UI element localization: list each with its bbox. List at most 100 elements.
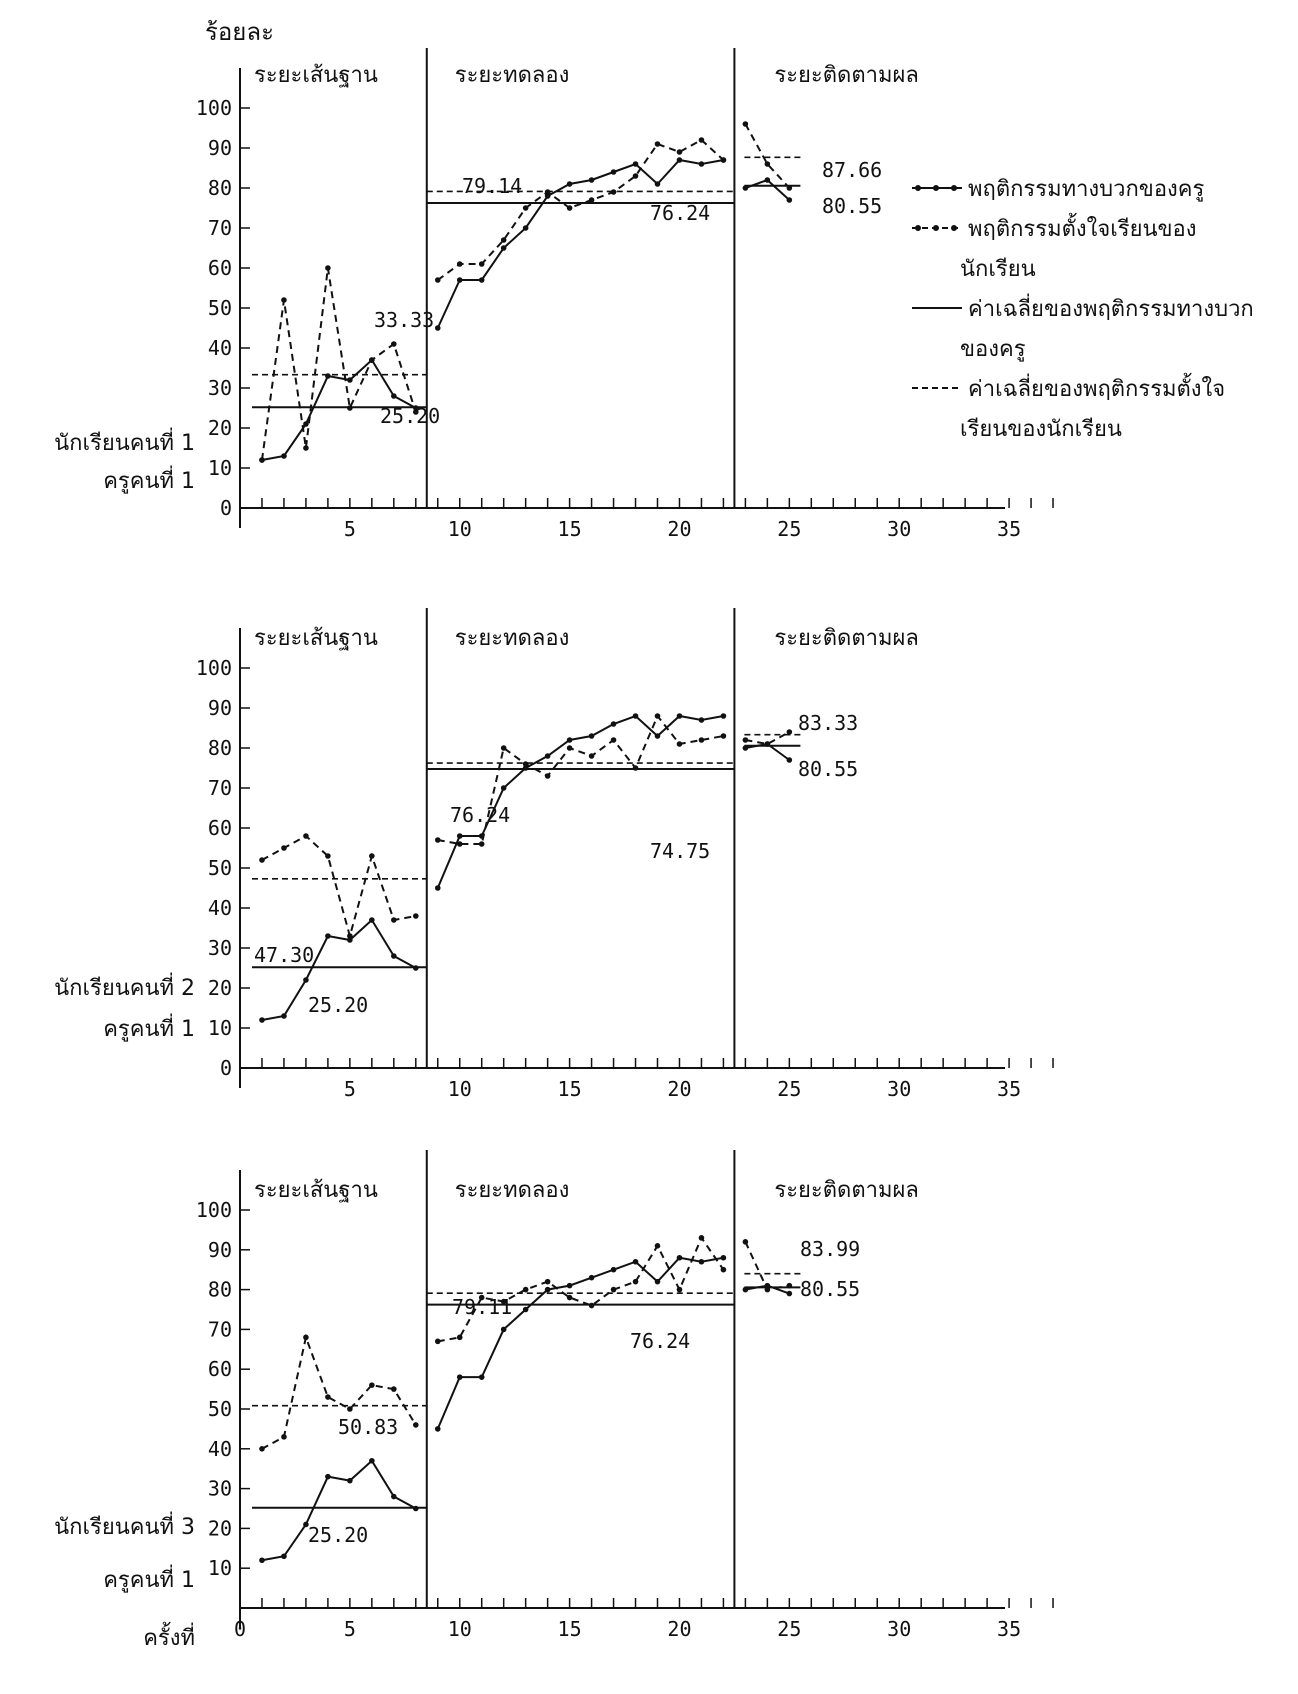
data-point-student: [369, 357, 375, 363]
data-point-student: [391, 341, 397, 347]
data-point-student: [347, 1406, 353, 1412]
phase-label: ระยะติดตามผล: [774, 1178, 918, 1203]
legend-marker: [915, 185, 921, 191]
data-point-teacher: [566, 181, 573, 187]
y-tick-label: 90: [208, 1238, 232, 1262]
data-point-teacher: [303, 421, 309, 427]
data-point-teacher: [281, 453, 287, 459]
data-point-teacher: [676, 157, 683, 163]
x-tick-label: 30: [887, 1077, 911, 1101]
x-tick-label: 25: [777, 517, 801, 541]
data-point-student: [654, 141, 661, 147]
x-tick-label: 0: [234, 1617, 246, 1641]
data-point-teacher: [698, 161, 705, 167]
data-point-student: [544, 189, 551, 195]
data-point-student: [369, 1382, 375, 1388]
data-point-student: [764, 741, 771, 747]
data-point-teacher: [566, 737, 573, 743]
y-tick-label: 10: [208, 456, 232, 480]
data-point-teacher: [786, 197, 793, 203]
phase-label: ระยะเส้นฐาน: [254, 63, 378, 88]
legend-marker: [933, 225, 939, 231]
legend-item-label: ค่าเฉลี่ยของพฤติกรรมตั้งใจ: [968, 373, 1225, 402]
legend-item-label: ของครู: [960, 337, 1026, 362]
x-tick-label: 20: [667, 517, 691, 541]
row-label: นักเรียนคนที่ 3: [54, 1511, 195, 1540]
data-point-teacher: [654, 733, 661, 739]
data-point-teacher: [610, 1266, 617, 1273]
series-line-teacher: [745, 178, 791, 201]
data-point-teacher: [325, 373, 331, 379]
data-point-teacher: [632, 161, 639, 167]
data-point-teacher: [742, 745, 749, 751]
row-label: นักเรียนคนที่ 1: [54, 427, 195, 456]
data-point-teacher: [281, 1013, 287, 1019]
y-tick-label: 80: [208, 736, 232, 760]
data-point-student: [325, 265, 331, 271]
data-point-student: [478, 1294, 485, 1301]
data-point-student: [566, 205, 573, 211]
y-tick-label: 70: [208, 1317, 232, 1341]
data-point-teacher: [259, 1557, 265, 1564]
series-line-teacher: [436, 158, 724, 329]
y-tick-label: 20: [208, 1516, 232, 1540]
phase-label: ระยะเส้นฐาน: [254, 1178, 378, 1203]
data-point-teacher: [456, 277, 463, 283]
y-tick-label: 40: [208, 1437, 232, 1461]
data-point-student: [676, 741, 683, 747]
data-point-teacher: [698, 1258, 705, 1265]
data-point-teacher: [654, 181, 661, 187]
data-point-student: [676, 149, 683, 155]
y-tick-label: 60: [208, 1357, 232, 1381]
data-point-student: [281, 297, 287, 303]
data-point-student: [786, 729, 793, 735]
data-point-student: [522, 761, 529, 767]
data-point-teacher: [325, 1473, 331, 1480]
data-point-teacher: [456, 833, 463, 839]
y-tick-label: 20: [208, 976, 232, 1000]
row-label: นักเรียนคนที่ 2: [54, 972, 195, 1001]
data-point-teacher: [764, 177, 771, 183]
row-label: ครูคนที่ 1: [103, 465, 195, 494]
series-line-teacher: [436, 1256, 724, 1430]
data-point-student: [456, 261, 463, 267]
data-point-student: [720, 733, 727, 739]
data-point-teacher: [391, 393, 397, 399]
mean-label: 76.24: [450, 803, 510, 827]
data-point-teacher: [522, 1306, 529, 1313]
data-point-student: [522, 205, 529, 211]
data-point-student: [325, 853, 331, 859]
y-unit-label: ร้อยละ: [205, 18, 274, 46]
data-point-teacher: [566, 1282, 573, 1289]
data-point-teacher: [259, 1017, 265, 1023]
mean-label: 79.14: [462, 174, 522, 198]
data-point-teacher: [434, 325, 441, 331]
mean-label: 83.33: [798, 711, 858, 735]
data-point-student: [456, 841, 463, 847]
data-point-teacher: [303, 977, 309, 983]
data-point-student: [347, 405, 353, 411]
mean-label: 76.24: [650, 201, 710, 225]
x-tick-label: 35: [997, 1077, 1021, 1101]
y-tick-label: 40: [208, 896, 232, 920]
data-point-student: [434, 837, 441, 843]
data-point-teacher: [303, 1521, 309, 1528]
data-point-teacher: [786, 1290, 793, 1297]
x-tick-label: 10: [448, 1077, 472, 1101]
legend-item-label: เรียนของนักเรียน: [960, 417, 1122, 442]
data-point-student: [786, 1282, 793, 1289]
data-point-teacher: [478, 1374, 485, 1380]
data-point-student: [434, 1338, 441, 1345]
series-line-teacher: [261, 1459, 417, 1562]
y-tick-label: 80: [208, 176, 232, 200]
y-tick-label: 20: [208, 416, 232, 440]
y-tick-label: 0: [220, 1056, 232, 1080]
data-point-student: [303, 445, 309, 451]
y-tick-label: 100: [196, 96, 232, 120]
y-tick-label: 90: [208, 136, 232, 160]
data-point-student: [610, 1286, 617, 1293]
legend-item-label: นักเรียน: [960, 257, 1036, 282]
y-tick-label: 80: [208, 1278, 232, 1302]
data-point-student: [281, 1434, 287, 1440]
data-point-teacher: [325, 933, 331, 939]
